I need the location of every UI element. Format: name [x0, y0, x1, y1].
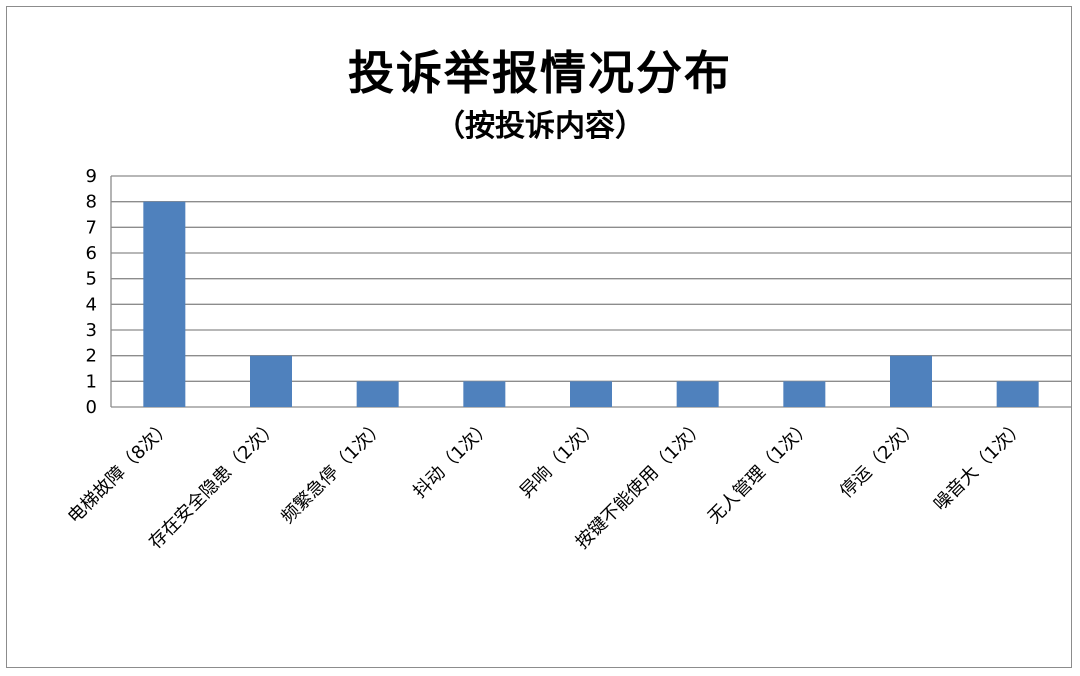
y-tick-label: 2	[86, 346, 97, 367]
y-tick-label: 7	[86, 217, 97, 238]
bar	[143, 201, 186, 407]
y-tick-label: 5	[86, 269, 97, 290]
y-tick-label: 0	[86, 397, 97, 418]
x-tick-label: 停运（2次）	[836, 416, 923, 503]
x-tick-label: 无人管理（1次）	[704, 416, 816, 528]
bar	[250, 355, 292, 407]
y-tick-label: 6	[86, 243, 97, 264]
bar	[570, 381, 612, 407]
bar	[890, 355, 932, 407]
y-tick-label: 4	[86, 294, 97, 315]
bar	[356, 381, 399, 407]
x-tick-label: 电梯故障（8次）	[64, 416, 176, 528]
bar	[996, 381, 1039, 407]
x-tick-label: 抖动（1次）	[409, 416, 496, 503]
y-tick-label: 8	[86, 192, 97, 213]
y-tick-label: 3	[86, 320, 97, 341]
x-tick-label: 异响（1次）	[516, 416, 603, 503]
chart-frame: 投诉举报情况分布 （按投诉内容） 0 1 2 3 4 5 6 7 8 9 电梯故障（8次） 存在安全隐…	[6, 6, 1072, 668]
chart-title: 投诉举报情况分布	[348, 46, 732, 100]
y-tick-label: 9	[86, 166, 97, 187]
bar	[463, 381, 506, 407]
bar	[676, 381, 719, 407]
x-tick-label: 频繁急停（1次）	[277, 416, 389, 528]
y-tick-label: 1	[86, 371, 97, 392]
chart-subtitle: （按投诉内容）	[435, 109, 645, 144]
bar	[783, 381, 826, 407]
x-tick-label: 噪音大（1次）	[930, 416, 1029, 515]
